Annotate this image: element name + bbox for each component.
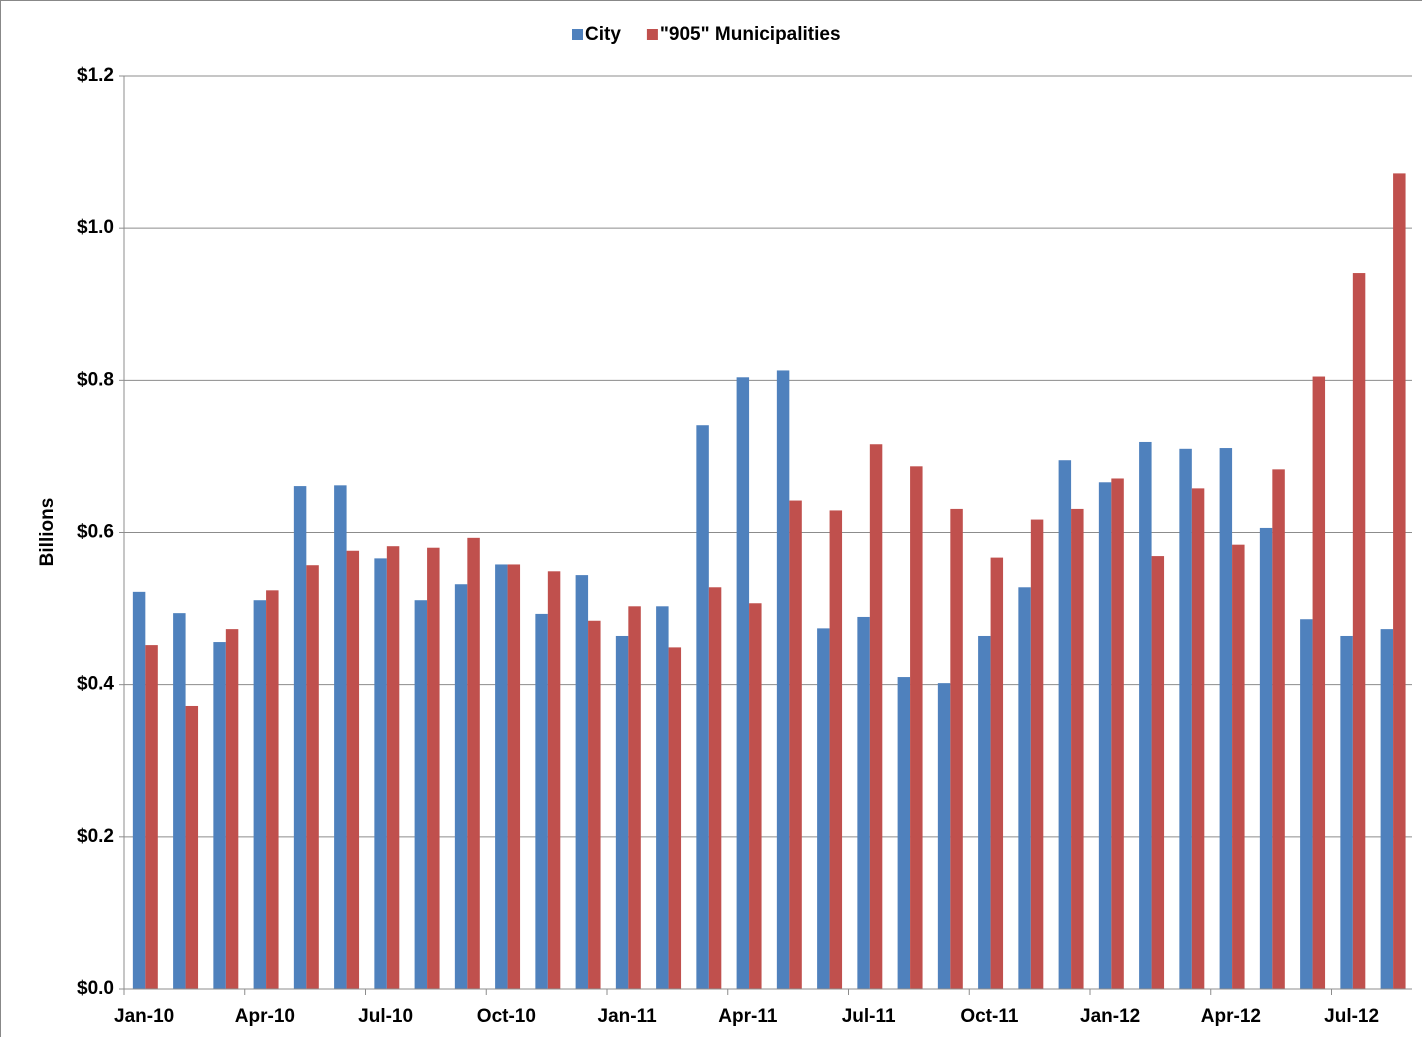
x-tick-label: Jul-11 <box>842 1006 896 1027</box>
bar <box>990 557 1004 989</box>
bar <box>386 546 400 989</box>
bar <box>1098 482 1112 989</box>
bar <box>1139 441 1152 990</box>
bar <box>346 550 360 989</box>
x-tick-label: Jan-12 <box>1080 1006 1140 1027</box>
bar <box>145 645 158 989</box>
bar <box>897 677 911 989</box>
legend-label: City <box>585 24 621 45</box>
bar <box>817 628 830 989</box>
bar <box>507 564 521 989</box>
legend-swatch <box>646 29 658 40</box>
y-tick-label: $0.8 <box>77 369 114 390</box>
bar <box>869 444 883 989</box>
bar <box>293 486 307 989</box>
bar <box>656 606 669 989</box>
x-tick-label: Apr-12 <box>1201 1006 1261 1027</box>
bar <box>1018 587 1031 989</box>
y-tick-label: $0.2 <box>77 826 114 847</box>
bar <box>696 425 709 989</box>
x-tick-label: Oct-10 <box>477 1006 536 1027</box>
bar <box>185 705 199 989</box>
bar <box>950 508 963 989</box>
bar <box>306 565 319 989</box>
y-axis-label: Billions <box>37 498 58 567</box>
bar <box>575 575 589 989</box>
bar <box>857 616 870 989</box>
bar <box>978 635 991 989</box>
bar <box>1058 460 1072 989</box>
bar <box>1340 635 1353 989</box>
bar <box>495 564 508 989</box>
bar <box>588 620 601 989</box>
bar <box>1300 619 1313 989</box>
x-tick-label: Apr-10 <box>235 1006 295 1027</box>
bar <box>628 606 641 989</box>
bar <box>615 635 629 989</box>
bar <box>736 377 750 989</box>
bar <box>1030 519 1044 989</box>
bar <box>454 584 468 989</box>
y-tick-label: $0.0 <box>77 978 114 999</box>
bar <box>1393 173 1406 990</box>
x-tick-label: Jul-12 <box>1324 1006 1379 1027</box>
bar <box>789 500 802 989</box>
y-tick-label: $0.4 <box>77 674 114 695</box>
bar <box>1219 448 1233 989</box>
y-tick-label: $0.6 <box>77 522 114 543</box>
bar <box>467 537 480 989</box>
bar <box>225 629 239 989</box>
bar <box>910 466 923 989</box>
bar <box>374 558 387 989</box>
bar <box>173 613 186 989</box>
x-tick-label: Jul-10 <box>358 1006 413 1027</box>
bar <box>1380 629 1394 989</box>
bar <box>427 547 440 989</box>
bar <box>547 571 561 989</box>
bar <box>1232 544 1245 989</box>
bar <box>253 600 267 989</box>
bar <box>132 591 146 989</box>
x-tick-label: Oct-11 <box>960 1006 1019 1027</box>
bar <box>1151 556 1165 989</box>
legend-swatch <box>572 29 583 40</box>
bar <box>749 603 762 989</box>
bar <box>1272 469 1285 989</box>
bar <box>1111 478 1124 989</box>
legend-label: "905" Municipalities <box>660 24 841 45</box>
x-tick-label: Jan-11 <box>598 1006 658 1027</box>
bar <box>213 642 226 989</box>
bar <box>776 370 790 989</box>
y-tick-label: $1.2 <box>77 65 114 86</box>
bar <box>1191 488 1205 989</box>
bar <box>266 590 279 989</box>
bar <box>414 600 428 989</box>
bar <box>708 587 722 989</box>
bar <box>535 613 548 989</box>
bar <box>1071 508 1084 989</box>
bar <box>1312 376 1326 989</box>
bar <box>937 683 951 989</box>
x-tick-label: Apr-11 <box>718 1006 778 1027</box>
x-tick-label: Jan-10 <box>114 1006 174 1027</box>
bar <box>1352 273 1366 989</box>
bar <box>1179 448 1192 989</box>
bar <box>334 485 347 989</box>
bar <box>1259 527 1273 989</box>
bar <box>668 647 682 989</box>
bar <box>829 510 843 989</box>
y-tick-label: $1.0 <box>77 217 114 238</box>
